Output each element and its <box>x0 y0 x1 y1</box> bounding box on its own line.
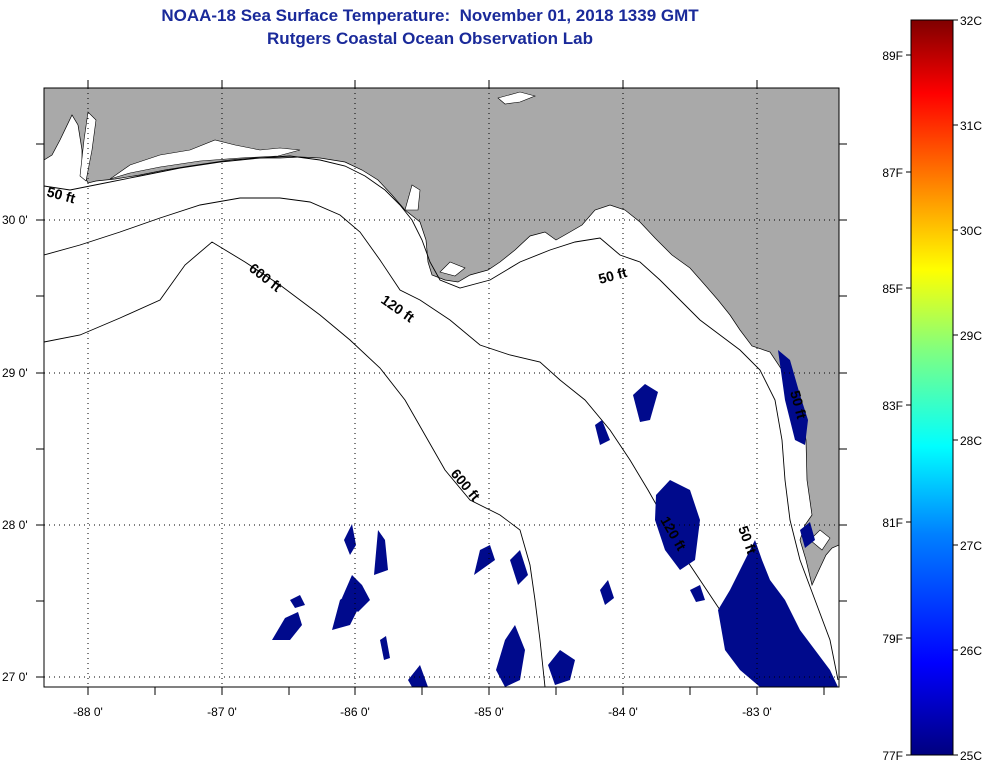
title-block: NOAA-18 Sea Surface Temperature: Novembe… <box>0 4 860 50</box>
contour-label-50ft-west: 50 ft <box>45 183 77 206</box>
colorbar-scale <box>910 19 954 756</box>
lon-label-87: -87 0' <box>207 705 237 719</box>
tick-marks <box>36 80 847 695</box>
lat-label-27: 27 0' <box>2 670 28 684</box>
colorbar-f-79: 79F <box>882 632 903 646</box>
lat-label-28: 28 0' <box>2 518 28 532</box>
colorbar-c-29: 29C <box>960 329 982 343</box>
lon-label-83: -83 0' <box>742 705 772 719</box>
colorbar-c-31: 31C <box>960 119 982 133</box>
colorbar-f-83: 83F <box>882 399 903 413</box>
colorbar-c-32: 32C <box>960 14 982 28</box>
colorbar-c-26: 26C <box>960 644 982 658</box>
map-frame <box>43 87 840 688</box>
colorbar-c-28: 28C <box>960 434 982 448</box>
lon-label-88: -88 0' <box>73 705 103 719</box>
colorbar-f-81: 81F <box>882 516 903 530</box>
colorbar-ticks <box>906 19 958 756</box>
colorbar-c-27: 27C <box>960 539 982 553</box>
colorbar-f-85: 85F <box>882 282 903 296</box>
contour-label-50ft-bigbend: 50 ft <box>597 264 629 287</box>
lon-label-84: -84 0' <box>608 705 638 719</box>
contour-label-50ft-east: 50 ft <box>787 389 810 421</box>
colorbar-f-87: 87F <box>882 166 903 180</box>
colorbar: 32C 31C 30C 29C 28C 27C 26C 25C 89F 87F … <box>882 14 982 763</box>
contour-600ft <box>44 241 546 687</box>
lat-label-30: 30 0' <box>2 213 28 227</box>
lon-label-86: -86 0' <box>340 705 370 719</box>
colorbar-c-30: 30C <box>960 224 982 238</box>
colorbar-f-89: 89F <box>882 49 903 63</box>
contour-50ft <box>44 155 839 681</box>
lat-label-29: 29 0' <box>2 366 28 380</box>
map-subtitle: Rutgers Coastal Ocean Observation Lab <box>267 29 593 48</box>
sst-pixels <box>272 350 838 687</box>
lon-label-85: -85 0' <box>474 705 504 719</box>
colorbar-c-25: 25C <box>960 749 982 763</box>
map-title: NOAA-18 Sea Surface Temperature: Novembe… <box>161 6 699 25</box>
land <box>44 88 839 587</box>
colorbar-f-77: 77F <box>882 749 903 763</box>
map-area <box>44 88 839 687</box>
